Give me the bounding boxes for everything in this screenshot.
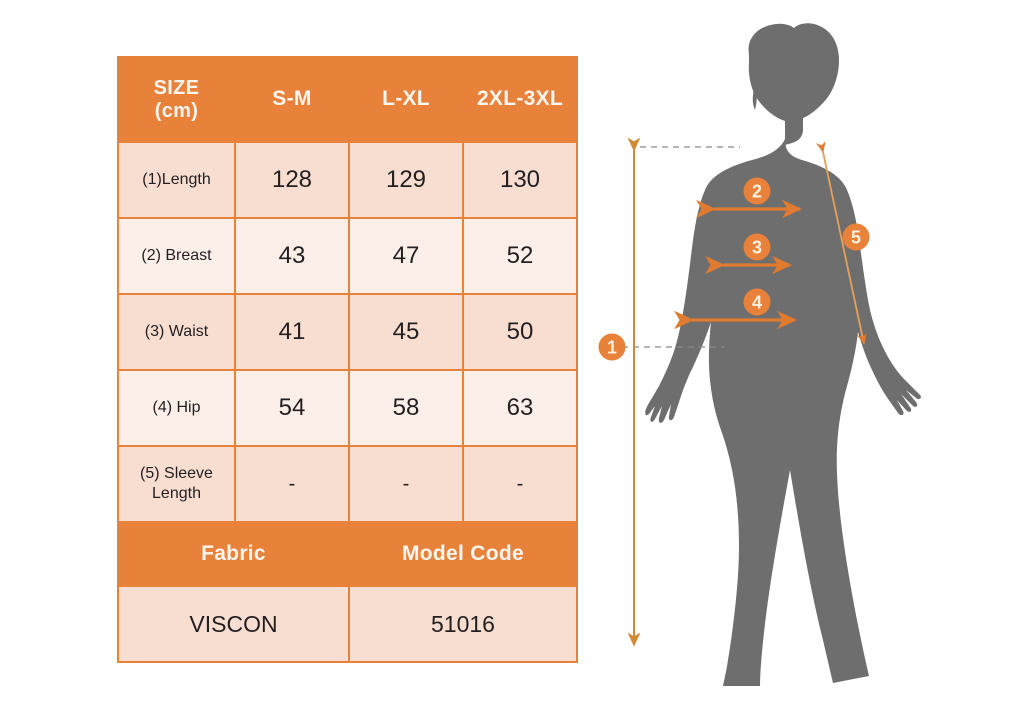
table-row-sleeve-length: (5) Sleeve Length - - - bbox=[117, 445, 578, 523]
header-col-lxl: L-XL bbox=[348, 56, 464, 143]
marker-2-breast: 2 bbox=[743, 177, 771, 205]
table-row-breast: (2) Breast 43 47 52 bbox=[117, 217, 578, 295]
header-size-line1: SIZE bbox=[153, 76, 200, 99]
cell-hip-lxl: 58 bbox=[348, 369, 464, 447]
footer-label-model-code: Model Code bbox=[348, 521, 578, 587]
header-size-line2: (cm) bbox=[154, 99, 199, 122]
marker-3-waist: 3 bbox=[743, 233, 771, 261]
cell-length-lxl: 129 bbox=[348, 141, 464, 219]
female-silhouette bbox=[645, 23, 921, 686]
marker-5-label: 5 bbox=[851, 228, 861, 248]
measurement-diagram: 1 2 3 4 5 bbox=[598, 23, 921, 686]
cell-hip-sm: 54 bbox=[234, 369, 350, 447]
cell-breast-lxl: 47 bbox=[348, 217, 464, 295]
marker-2-label: 2 bbox=[752, 182, 762, 202]
cell-sleeve-2xl3xl: - bbox=[462, 445, 578, 523]
row-label-breast: (2) Breast bbox=[117, 217, 236, 295]
cell-sleeve-lxl: - bbox=[348, 445, 464, 523]
cell-sleeve-sm: - bbox=[234, 445, 350, 523]
row-label-hip: (4) Hip bbox=[117, 369, 236, 447]
marker-1-length: 1 bbox=[598, 333, 626, 361]
cell-length-sm: 128 bbox=[234, 141, 350, 219]
footer-value-model-code: 51016 bbox=[348, 585, 578, 663]
size-chart-table: SIZE (cm) S-M L-XL 2XL-3XL (1)Length 128… bbox=[117, 56, 578, 663]
marker-5-sleeve-length: 5 bbox=[842, 223, 870, 251]
table-footer-header-row: Fabric Model Code bbox=[117, 521, 578, 587]
footer-value-fabric: VISCON bbox=[117, 585, 350, 663]
cell-waist-lxl: 45 bbox=[348, 293, 464, 371]
cell-hip-2xl3xl: 63 bbox=[462, 369, 578, 447]
arrow-sleeve-length bbox=[816, 141, 867, 346]
row-label-length: (1)Length bbox=[117, 141, 236, 219]
header-col-sm: S-M bbox=[234, 56, 350, 143]
header-col-2xl3xl: 2XL-3XL bbox=[462, 56, 578, 143]
table-footer-value-row: VISCON 51016 bbox=[117, 585, 578, 663]
cell-waist-sm: 41 bbox=[234, 293, 350, 371]
table-header-row: SIZE (cm) S-M L-XL 2XL-3XL bbox=[117, 56, 578, 143]
header-size-cell: SIZE (cm) bbox=[117, 56, 236, 143]
measurement-figure-panel: 1 2 3 4 5 bbox=[580, 0, 1024, 725]
row-label-sleeve-length: (5) Sleeve Length bbox=[117, 445, 236, 523]
measure-1-length-group bbox=[622, 137, 740, 647]
cell-waist-2xl3xl: 50 bbox=[462, 293, 578, 371]
marker-4-hip: 4 bbox=[743, 288, 771, 316]
marker-1-label: 1 bbox=[607, 338, 617, 358]
cell-length-2xl3xl: 130 bbox=[462, 141, 578, 219]
table-row-hip: (4) Hip 54 58 63 bbox=[117, 369, 578, 447]
footer-label-fabric: Fabric bbox=[117, 521, 350, 587]
marker-3-label: 3 bbox=[752, 238, 762, 258]
cell-breast-2xl3xl: 52 bbox=[462, 217, 578, 295]
marker-4-label: 4 bbox=[752, 293, 762, 313]
table-row-length: (1)Length 128 129 130 bbox=[117, 141, 578, 219]
cell-breast-sm: 43 bbox=[234, 217, 350, 295]
row-label-waist: (3) Waist bbox=[117, 293, 236, 371]
table-row-waist: (3) Waist 41 45 50 bbox=[117, 293, 578, 371]
